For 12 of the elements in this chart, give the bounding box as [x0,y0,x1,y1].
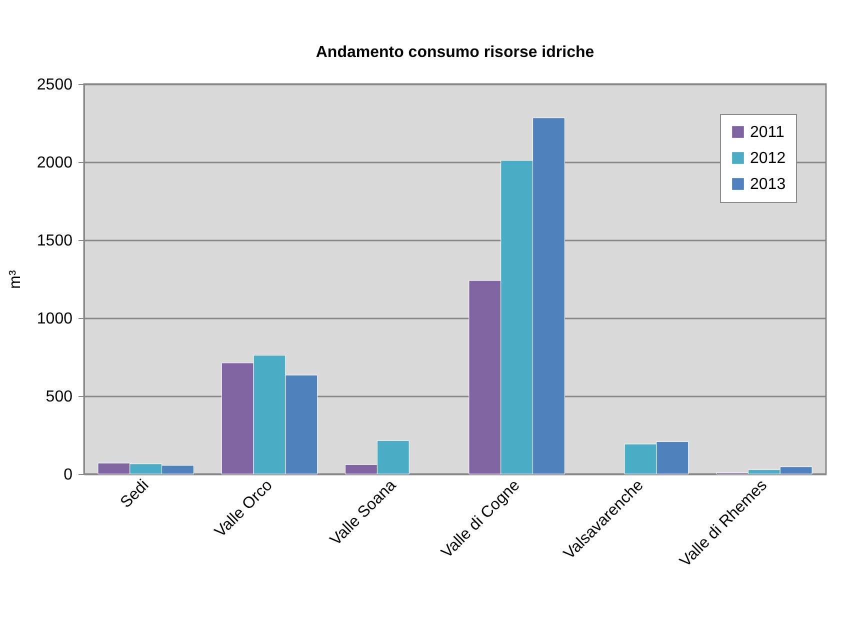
y-tick-label: 2000 [36,154,73,172]
y-axis-title: m³ [6,270,24,289]
y-tick-label: 1500 [36,232,73,250]
legend-label: 2012 [750,150,786,167]
y-tick-label: 1000 [36,310,73,328]
y-tick-label: 2500 [36,76,73,94]
legend-label: 2013 [750,176,786,193]
x-tick-label: Valle Orco [212,476,276,541]
y-tick-label: 0 [64,466,73,484]
chart-title: Andamento consumo risorse idriche [316,44,594,61]
y-tick-label: 500 [46,388,73,406]
legend-label: 2011 [750,124,785,141]
